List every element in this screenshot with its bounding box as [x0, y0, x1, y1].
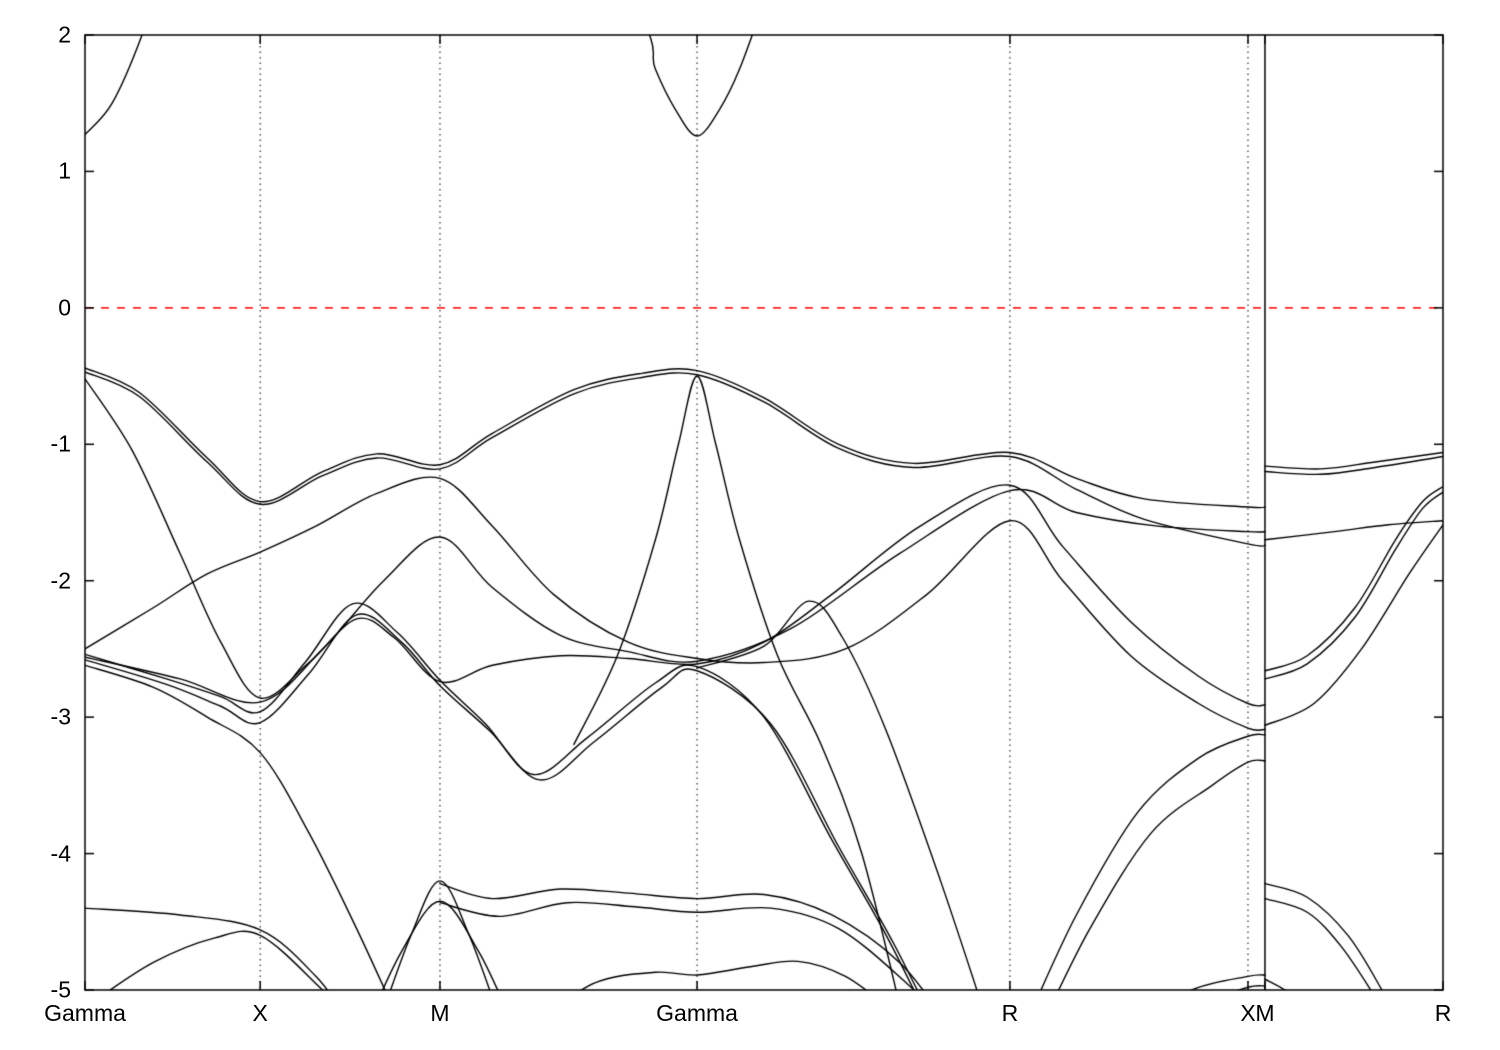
- y-tick-label: -5: [50, 976, 71, 1003]
- y-tick-label: -4: [50, 840, 71, 867]
- x-tick-label: Gamma: [44, 1000, 126, 1026]
- x-tick-label: X: [252, 1000, 268, 1026]
- x-tick-label: M: [430, 1000, 450, 1026]
- y-tick-label: 2: [58, 21, 71, 48]
- y-tick-label: -2: [50, 567, 71, 594]
- x-tick-label: M: [1255, 1000, 1275, 1026]
- x-tick-label: R: [1001, 1000, 1019, 1026]
- y-tick-label: 1: [58, 157, 71, 184]
- x-tick-label: X: [1240, 1000, 1256, 1026]
- y-tick-label: -3: [50, 703, 71, 730]
- x-tick-label: R: [1434, 1000, 1452, 1026]
- x-tick-label: Gamma: [656, 1000, 738, 1026]
- y-tick-label: 0: [58, 294, 71, 321]
- y-tick-label: -1: [50, 430, 71, 457]
